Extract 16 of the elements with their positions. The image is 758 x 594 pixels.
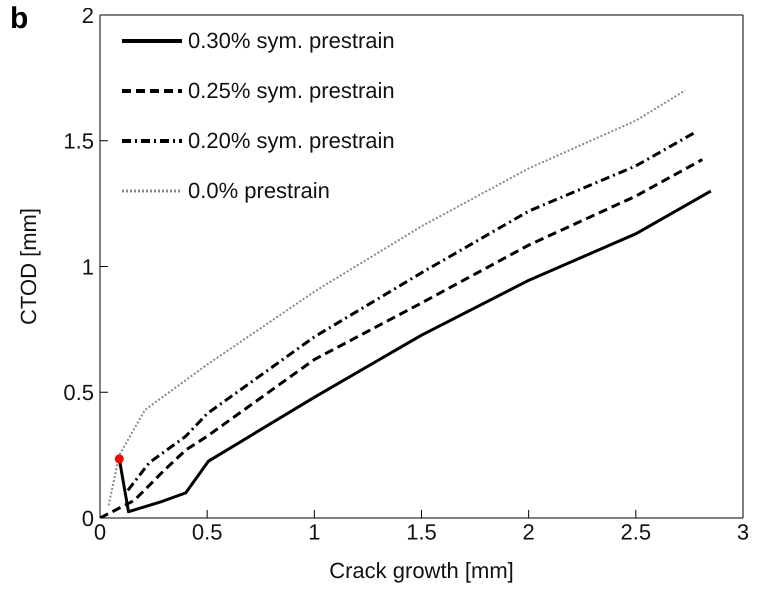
x-tick-label: 2.5 <box>620 520 652 545</box>
x-tick-label: 0.5 <box>192 520 222 545</box>
x-tick-label: 1.5 <box>406 520 437 545</box>
x-tick-label: 2 <box>522 520 535 545</box>
text: b <box>10 2 28 36</box>
y-axis-title: CTOD [mm] <box>16 208 41 325</box>
legend-label: 0.25% sym. prestrain <box>188 78 395 103</box>
y-tick-label: 1.5 <box>63 128 94 154</box>
x-axis-title: Crack growth [mm] <box>329 558 514 583</box>
x-tick-label: 3 <box>736 520 750 545</box>
legend-label: 0.30% sym. prestrain <box>188 28 395 53</box>
x-tick-label: 1 <box>308 520 320 545</box>
y-tick-label: 1 <box>82 254 94 280</box>
y-tick-label: 0.5 <box>63 380 94 406</box>
legend-label: 0.20% sym. prestrain <box>188 128 395 153</box>
legend-label: 0.0% prestrain <box>188 178 330 203</box>
